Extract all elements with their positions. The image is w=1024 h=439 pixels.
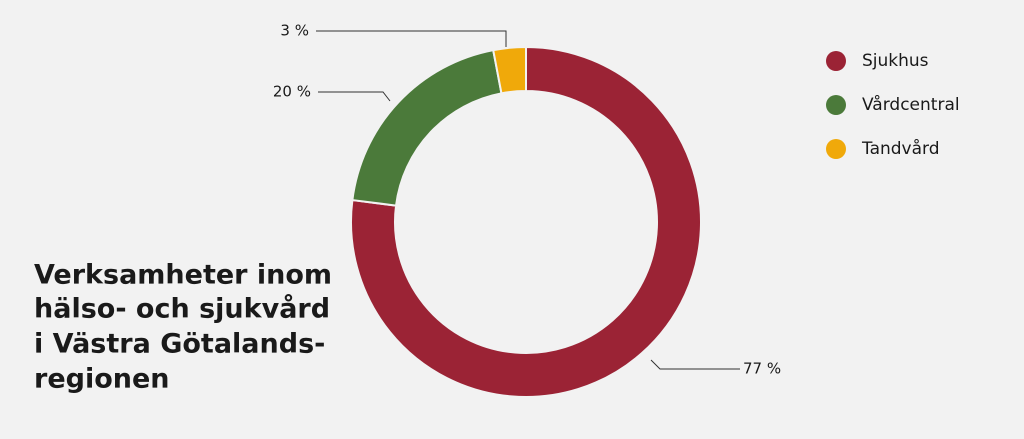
legend-marker xyxy=(826,51,846,71)
leader-line xyxy=(650,359,740,370)
legend-marker xyxy=(826,139,846,159)
leader-line xyxy=(318,91,391,102)
leader-line xyxy=(316,30,507,47)
data-label: 3 % xyxy=(280,22,309,40)
donut-slice xyxy=(492,45,527,95)
legend-label: Tandvård xyxy=(861,138,940,159)
chart-title-line: i Västra Götalands- xyxy=(34,329,325,360)
donut-slice xyxy=(350,45,702,398)
data-label: 77 % xyxy=(743,360,781,378)
chart-title-line: Verksamheter inom xyxy=(34,260,332,291)
data-label: 20 % xyxy=(273,83,311,101)
legend-marker xyxy=(826,95,846,115)
legend-label: Sjukhus xyxy=(862,51,929,71)
chart-title-line: regionen xyxy=(34,364,170,395)
chart-title-line: hälso- och sjukvård xyxy=(34,293,330,325)
legend-label: Vårdcentral xyxy=(862,94,960,115)
